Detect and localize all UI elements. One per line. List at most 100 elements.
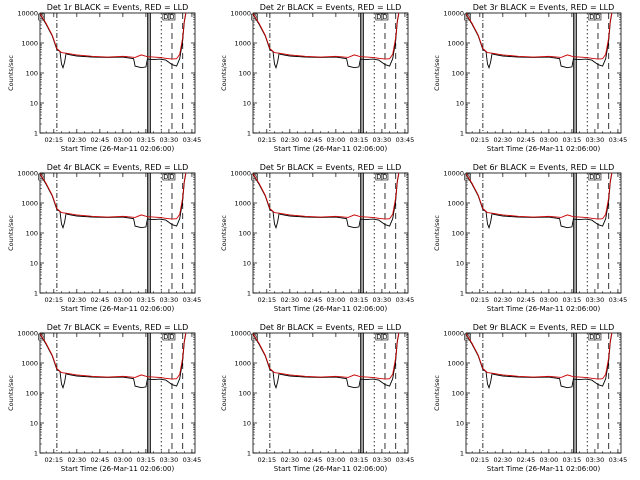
y-tick-label: 1 [247,449,251,457]
x-tick-label: 03:15 [563,136,582,144]
x-tick-label: 03:15 [350,456,369,464]
y-tick-label: 100 [239,69,251,77]
series-line-events [39,13,187,70]
series-line-lld [465,12,613,60]
x-axis-label: Start Time (26-Mar-11 02:06:00) [274,465,388,473]
chart-panel-8r: Det 8r BLACK = Events, RED = LLD 1 10 100 10… [220,323,414,473]
box-marker [594,13,602,21]
x-tick-label: 02:30 [67,456,86,464]
y-tick-label: 1 [34,449,38,457]
x-tick-label: 03:00 [114,296,133,304]
chart-title: Det 4r BLACK = Events, RED = LLD [47,163,189,172]
chart-title: Det 3r BLACK = Events, RED = LLD [473,3,615,12]
y-tick-label: 1 [460,449,464,457]
box-marker-label: D [595,13,600,21]
y-tick-label: 10000 [443,169,464,177]
chart-title: Det 9r BLACK = Events, RED = LLD [473,323,615,332]
chart-panel-6r: Det 6r BLACK = Events, RED = LLD 1 10 100 10… [433,163,627,313]
x-tick-label: 03:15 [563,456,582,464]
y-tick-label: 1000 [447,359,464,367]
x-tick-label: 03:45 [609,456,628,464]
chart-panel-4r: Det 4r BLACK = Events, RED = LLD 1 10 100 10… [7,163,201,313]
y-tick-label: 10000 [230,329,251,337]
chart-panel-5r: Det 5r BLACK = Events, RED = LLD 1 10 100 10… [220,163,414,313]
x-axis-label: Start Time (26-Mar-11 02:06:00) [61,465,175,473]
box-marker [168,173,176,181]
chart-title: Det 6r BLACK = Events, RED = LLD [473,163,615,172]
x-tick-label: 02:15 [470,296,489,304]
y-tick-label: 100 [452,69,464,77]
y-tick-label: 10 [456,99,464,107]
series-line-lld [465,332,613,380]
box-marker-label: D [376,173,381,181]
chart-panel-7r: Det 7r BLACK = Events, RED = LLD 1 10 100 10… [7,323,201,473]
box-marker-label: D [589,333,594,341]
x-tick-label: 02:30 [280,136,299,144]
box-marker-label: D [169,333,174,341]
series-line-lld [252,172,400,220]
series-line-lld [39,172,187,220]
box-marker [594,333,602,341]
box-marker-label: D [382,333,387,341]
x-tick-label: 03:30 [586,296,605,304]
y-tick-label: 100 [452,389,464,397]
y-tick-label: 10000 [443,329,464,337]
chart-panel-3r: Det 3r BLACK = Events, RED = LLD 1 10 100 10… [433,3,627,153]
x-tick-label: 02:15 [257,296,276,304]
x-tick-label: 02:30 [280,296,299,304]
x-tick-label: 02:30 [493,296,512,304]
x-axis-label: Start Time (26-Mar-11 02:06:00) [274,145,388,153]
y-tick-label: 10 [243,259,251,267]
y-tick-label: 100 [26,389,38,397]
x-tick-label: 03:30 [586,456,605,464]
box-marker-label: D [163,333,168,341]
y-tick-label: 1000 [447,199,464,207]
x-tick-label: 02:15 [44,136,63,144]
box-marker-label: D [169,13,174,21]
y-axis-label: Counts/sec [220,215,228,251]
y-tick-label: 1000 [234,199,251,207]
x-tick-label: 03:30 [373,296,392,304]
x-tick-label: 03:30 [373,456,392,464]
x-tick-label: 03:45 [396,296,415,304]
y-tick-label: 10000 [17,329,38,337]
box-marker [168,333,176,341]
y-tick-label: 1000 [447,39,464,47]
box-marker [381,13,389,21]
x-axis-label: Start Time (26-Mar-11 02:06:00) [61,305,175,313]
x-tick-label: 03:45 [183,296,202,304]
y-tick-label: 1000 [234,359,251,367]
box-marker-label: D [163,173,168,181]
y-axis-label: Counts/sec [7,375,15,411]
x-tick-label: 03:15 [137,136,156,144]
y-tick-label: 10 [30,99,38,107]
x-tick-label: 03:30 [160,136,179,144]
y-tick-label: 1 [247,129,251,137]
x-tick-label: 03:00 [327,456,346,464]
x-tick-label: 03:45 [183,136,202,144]
box-marker-label: D [595,333,600,341]
y-axis-label: Counts/sec [433,215,441,251]
chart-title: Det 1r BLACK = Events, RED = LLD [47,3,189,12]
chart-title: Det 7r BLACK = Events, RED = LLD [47,323,189,332]
y-tick-label: 100 [26,69,38,77]
x-tick-label: 03:45 [183,456,202,464]
box-marker [381,333,389,341]
x-tick-label: 02:45 [90,136,109,144]
x-tick-label: 03:30 [160,456,179,464]
y-tick-label: 10000 [230,9,251,17]
series-line-lld [252,332,400,380]
x-tick-label: 03:00 [540,136,559,144]
box-marker-label: D [169,173,174,181]
series-line-events [465,333,613,390]
x-tick-label: 03:15 [563,296,582,304]
series-line-events [252,333,400,390]
y-tick-label: 1 [34,129,38,137]
x-tick-label: 02:15 [470,136,489,144]
box-marker-label: D [163,13,168,21]
x-tick-label: 02:15 [44,296,63,304]
x-tick-label: 03:00 [114,456,133,464]
x-axis-label: Start Time (26-Mar-11 02:06:00) [274,305,388,313]
x-tick-label: 02:15 [257,456,276,464]
y-tick-label: 1 [34,289,38,297]
